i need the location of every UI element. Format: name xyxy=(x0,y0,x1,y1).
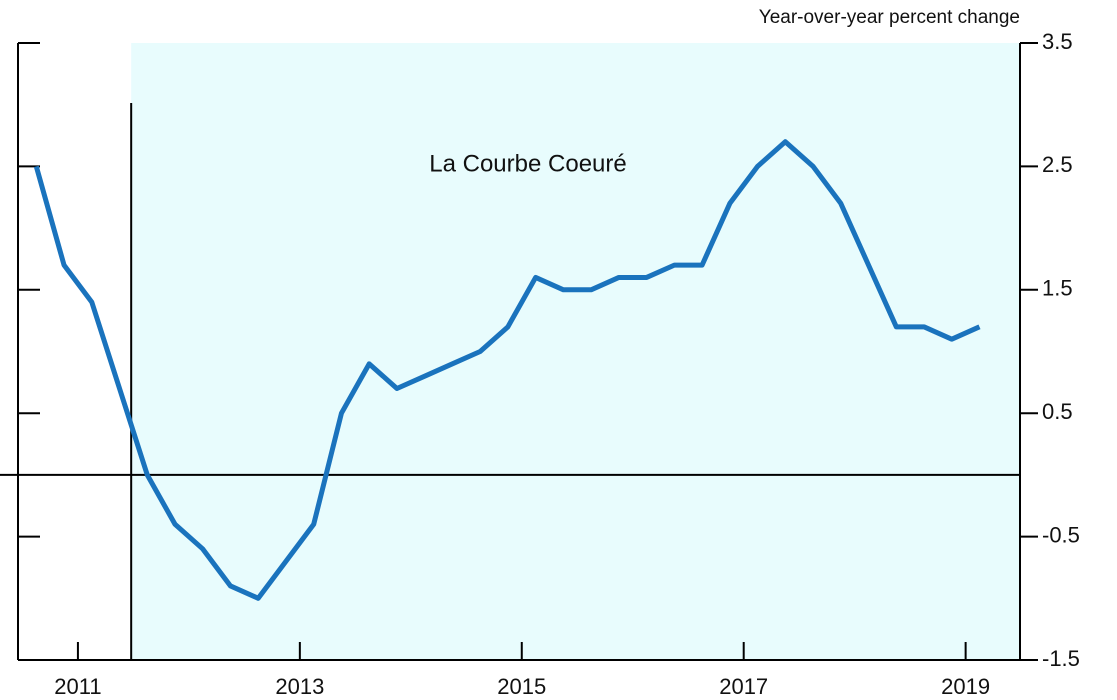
y-tick-label: 1.5 xyxy=(1042,276,1073,301)
shaded-region xyxy=(131,43,1020,660)
x-tick-label: 2019 xyxy=(941,674,990,699)
x-tick-label: 2011 xyxy=(54,674,101,699)
y-axis-title: Year-over-year percent change xyxy=(759,7,1020,28)
x-tick-label: 2017 xyxy=(719,674,768,699)
y-tick-label: -0.5 xyxy=(1042,522,1080,547)
data-line xyxy=(33,139,981,601)
y-tick-label: 2.5 xyxy=(1042,152,1073,177)
annotation: La Courbe Coeuré xyxy=(429,150,626,177)
y-tick-label: 0.5 xyxy=(1042,399,1073,424)
y-tick-label: 3.5 xyxy=(1042,29,1073,54)
x-tick-label: 2015 xyxy=(497,674,546,699)
y-tick-label: -1.5 xyxy=(1042,646,1080,671)
x-tick-label: 2013 xyxy=(275,674,324,699)
